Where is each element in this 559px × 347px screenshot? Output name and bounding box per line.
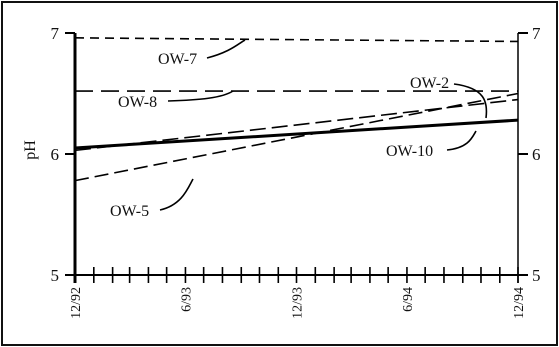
series-label-ow-10: OW-10 [386,143,433,160]
y-tick-label-left: 6 [51,145,60,164]
leader-ow-2 [453,83,488,119]
x-tick-label: 12/93 [291,287,306,319]
y-tick-label-right: 5 [532,266,541,285]
series-label-ow-2: OW-2 [410,75,449,92]
leader-ow-8 [167,90,234,102]
x-tick-label: 12/94 [512,287,527,319]
series-label-ow-5: OW-5 [110,203,149,220]
x-tick-label: 12/92 [69,287,84,319]
x-tick-label: 6/94 [401,287,416,312]
series-line-ow-5 [74,92,519,182]
x-tick-label: 6/93 [179,287,194,312]
series-label-ow-7: OW-7 [158,51,197,68]
series-label-ow-8: OW-8 [118,94,157,111]
y-tick-label-left: 7 [51,24,60,43]
leader-ow-7 [206,39,246,59]
y-tick-label-right: 7 [532,24,541,43]
series-line-ow-7 [74,37,519,43]
series-line-ow-10 [74,118,519,150]
y-axis-label: pH [22,140,39,160]
y-tick-label-right: 6 [532,145,541,164]
y-tick-label-left: 5 [51,266,60,285]
leader-ow-5 [159,178,194,211]
leader-ow-10 [446,130,477,151]
